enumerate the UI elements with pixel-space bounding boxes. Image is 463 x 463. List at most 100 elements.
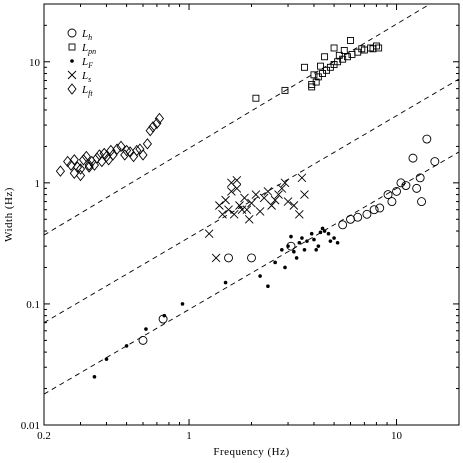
data-point (422, 134, 432, 144)
data-point (294, 256, 299, 260)
data-point (294, 209, 304, 219)
data-point (138, 149, 148, 161)
legend-label: Lpn (81, 42, 96, 56)
data-point (301, 63, 308, 71)
data-point (121, 144, 132, 157)
data-point (387, 197, 397, 207)
data-point (247, 198, 256, 208)
data-point (263, 187, 273, 196)
data-point (362, 209, 372, 219)
legend-label: Lh (81, 28, 92, 42)
data-point (247, 253, 256, 263)
data-point (224, 205, 233, 215)
data-point (286, 244, 290, 248)
data-point (69, 167, 79, 179)
data-point (401, 181, 411, 190)
data-point (283, 197, 293, 206)
series-L_h (138, 134, 440, 345)
data-point (274, 190, 283, 199)
data-point (289, 201, 299, 210)
legend-label-sub: s (88, 75, 91, 84)
data-point (145, 124, 155, 137)
data-point (259, 193, 269, 203)
data-point (302, 247, 307, 252)
data-point (221, 195, 230, 205)
data-point (335, 240, 340, 245)
data-point (267, 201, 276, 210)
data-point (353, 212, 363, 222)
data-point (92, 375, 97, 379)
data-point (321, 53, 329, 61)
data-point (218, 209, 227, 219)
data-point (326, 231, 331, 236)
data-point (92, 152, 102, 164)
series-L_F (92, 226, 340, 379)
legend-label-sub: ft (88, 89, 93, 98)
data-point (392, 186, 401, 196)
data-point (314, 247, 318, 252)
series-L_pn (252, 36, 383, 102)
data-point (317, 62, 324, 70)
data-point (266, 284, 270, 289)
reference-line (43, 151, 460, 395)
data-point (240, 193, 249, 203)
legend-marker (67, 70, 77, 80)
data-point (396, 178, 406, 188)
data-point (270, 195, 280, 205)
data-point (322, 229, 327, 233)
data-point (292, 249, 296, 254)
legend-marker (67, 83, 77, 95)
data-point (300, 190, 309, 199)
y-tick-label: 1 (35, 178, 41, 190)
data-point (375, 203, 385, 213)
data-point (235, 201, 244, 210)
data-point (300, 236, 304, 240)
data-point (162, 313, 167, 318)
data-point (144, 327, 148, 331)
data-point (308, 80, 316, 88)
data-point (417, 197, 427, 207)
y-tick-label: 0.1 (26, 299, 40, 311)
data-point (383, 190, 393, 200)
data-point (369, 205, 379, 215)
data-point (338, 220, 348, 230)
data-point (251, 190, 261, 199)
x-tick-label: 1 (186, 430, 192, 442)
data-point (154, 112, 165, 125)
data-point (320, 226, 325, 231)
y-tick-label: 10 (29, 57, 41, 69)
data-point (310, 71, 318, 79)
data-point (332, 236, 336, 240)
data-point (138, 335, 148, 345)
data-point (415, 173, 425, 183)
data-marks (55, 36, 440, 379)
y-tick-label: 0.01 (21, 420, 40, 432)
data-point (229, 209, 239, 219)
data-point (204, 229, 214, 239)
data-point (227, 187, 236, 196)
data-point (55, 165, 66, 177)
data-point (312, 78, 320, 86)
data-point (232, 175, 242, 185)
data-point (69, 154, 79, 166)
legend-marker (67, 28, 77, 38)
legend-label: Lft (81, 84, 93, 98)
data-point (283, 265, 287, 270)
data-point (255, 207, 265, 216)
legend-marker (68, 43, 76, 51)
data-point (348, 50, 356, 58)
data-point (112, 143, 122, 155)
data-point (330, 44, 338, 52)
data-point (227, 178, 236, 188)
data-point (148, 121, 158, 133)
data-point (289, 234, 293, 239)
data-point (224, 253, 233, 263)
data-point (116, 140, 126, 153)
data-point (132, 144, 142, 157)
data-point (211, 253, 221, 263)
data-point (84, 161, 94, 173)
data-point (335, 51, 343, 59)
data-point (358, 45, 366, 53)
